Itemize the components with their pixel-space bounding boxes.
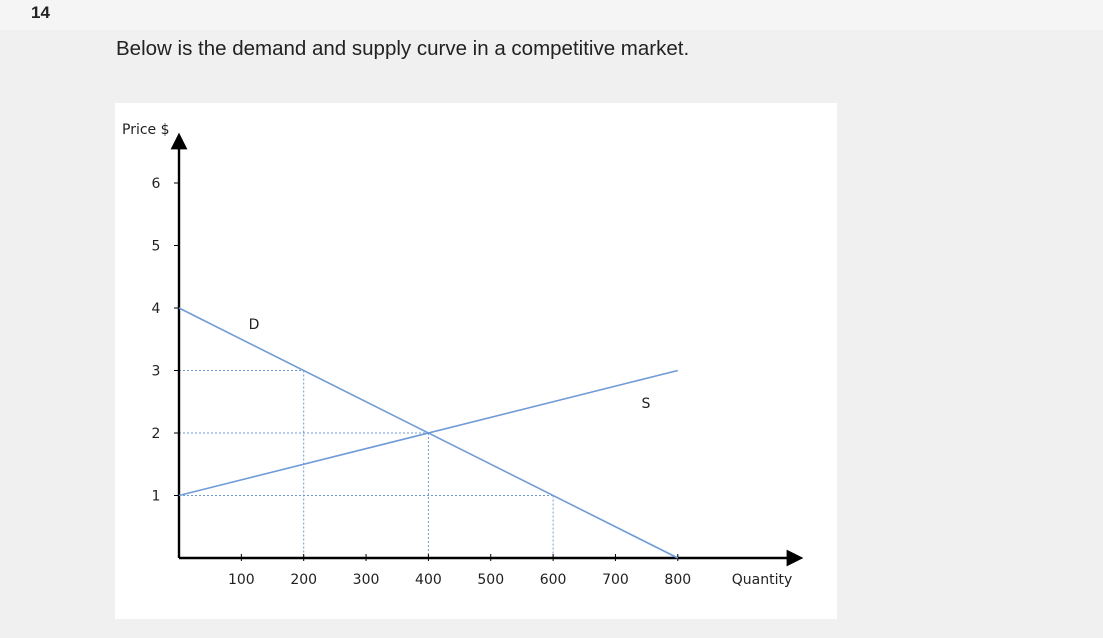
x-axis-title: Quantity <box>732 572 793 588</box>
supply-curve <box>178 369 678 497</box>
x-tick-label: 100 <box>228 572 255 588</box>
chart-labels: 1 2 3 4 5 6 100 200 300 400 500 600 700 800 D S Price $ Q… <box>122 122 792 588</box>
x-tick-label: 400 <box>415 572 442 588</box>
x-tick-label: 300 <box>353 572 380 588</box>
demand-curve-label: D <box>249 317 260 333</box>
y-tick-label: 1 <box>152 489 161 505</box>
y-tick-label: 2 <box>152 426 161 442</box>
question-header-strip <box>0 0 1103 30</box>
y-axis-title: Price $ <box>122 122 170 138</box>
y-tick-label: 4 <box>152 301 161 317</box>
curves <box>178 307 679 559</box>
chart-figure: 1 2 3 4 5 6 100 200 300 400 500 600 700 800 D S Price $ Q… <box>115 103 837 619</box>
guide-lines <box>179 370 554 558</box>
x-tick-label: 700 <box>602 572 629 588</box>
x-tick-label: 600 <box>540 572 567 588</box>
x-tick-label: 200 <box>290 572 317 588</box>
question-text: Below is the demand and supply curve in … <box>116 37 690 60</box>
y-tick-label: 6 <box>152 176 161 192</box>
y-tick-label: 5 <box>152 239 161 255</box>
question-number: 14 <box>31 3 50 22</box>
x-tick-label: 500 <box>477 572 504 588</box>
y-tick-label: 3 <box>152 364 161 380</box>
supply-curve-label: S <box>642 396 651 412</box>
x-tick-label: 800 <box>664 572 691 588</box>
supply-demand-chart: 1 2 3 4 5 6 100 200 300 400 500 600 700 800 D S Price $ Q… <box>122 122 804 588</box>
axes <box>170 132 804 567</box>
